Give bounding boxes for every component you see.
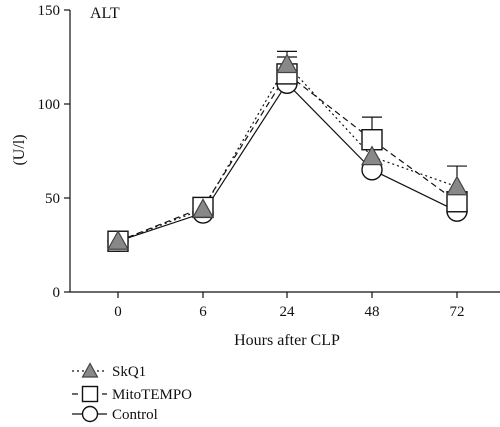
series-markers (106, 53, 469, 252)
x-tick-label: 48 (365, 304, 380, 320)
x-tick-label: 24 (280, 304, 296, 320)
legend: SkQ1 MitoTEMPO Control (72, 362, 192, 423)
skq1-point (275, 53, 299, 74)
legend-control-label: Control (112, 407, 158, 423)
y-tick-label: 100 (38, 97, 61, 113)
y-axis-label: (U/l) (11, 134, 28, 165)
y-tick-label: 50 (45, 191, 60, 207)
control-line (117, 82, 458, 242)
x-tick-label: 6 (199, 304, 207, 320)
y-tick-label: 0 (53, 285, 61, 301)
legend-control-marker (81, 405, 99, 423)
legend-skq1-marker (81, 362, 99, 378)
skq1-point (191, 198, 215, 218)
x-tick-label: 0 (114, 304, 122, 320)
mitotempo-line (117, 73, 458, 242)
panel-label: ALT (90, 5, 120, 22)
skq1-point (106, 230, 130, 250)
legend-mitotempo-marker (81, 385, 99, 403)
legend-mitotempo-label: MitoTEMPO (112, 387, 192, 403)
skq1-point (360, 145, 384, 166)
legend-skq1-label: SkQ1 (112, 364, 146, 380)
x-axis-label: Hours after CLP (234, 332, 340, 349)
x-tick-label: 72 (450, 304, 465, 320)
axes: 0 50 100 150 0 6 24 48 72 (38, 3, 500, 320)
skq1-line (117, 63, 458, 242)
skq1-point (445, 175, 469, 196)
y-tick-label: 150 (38, 3, 61, 19)
